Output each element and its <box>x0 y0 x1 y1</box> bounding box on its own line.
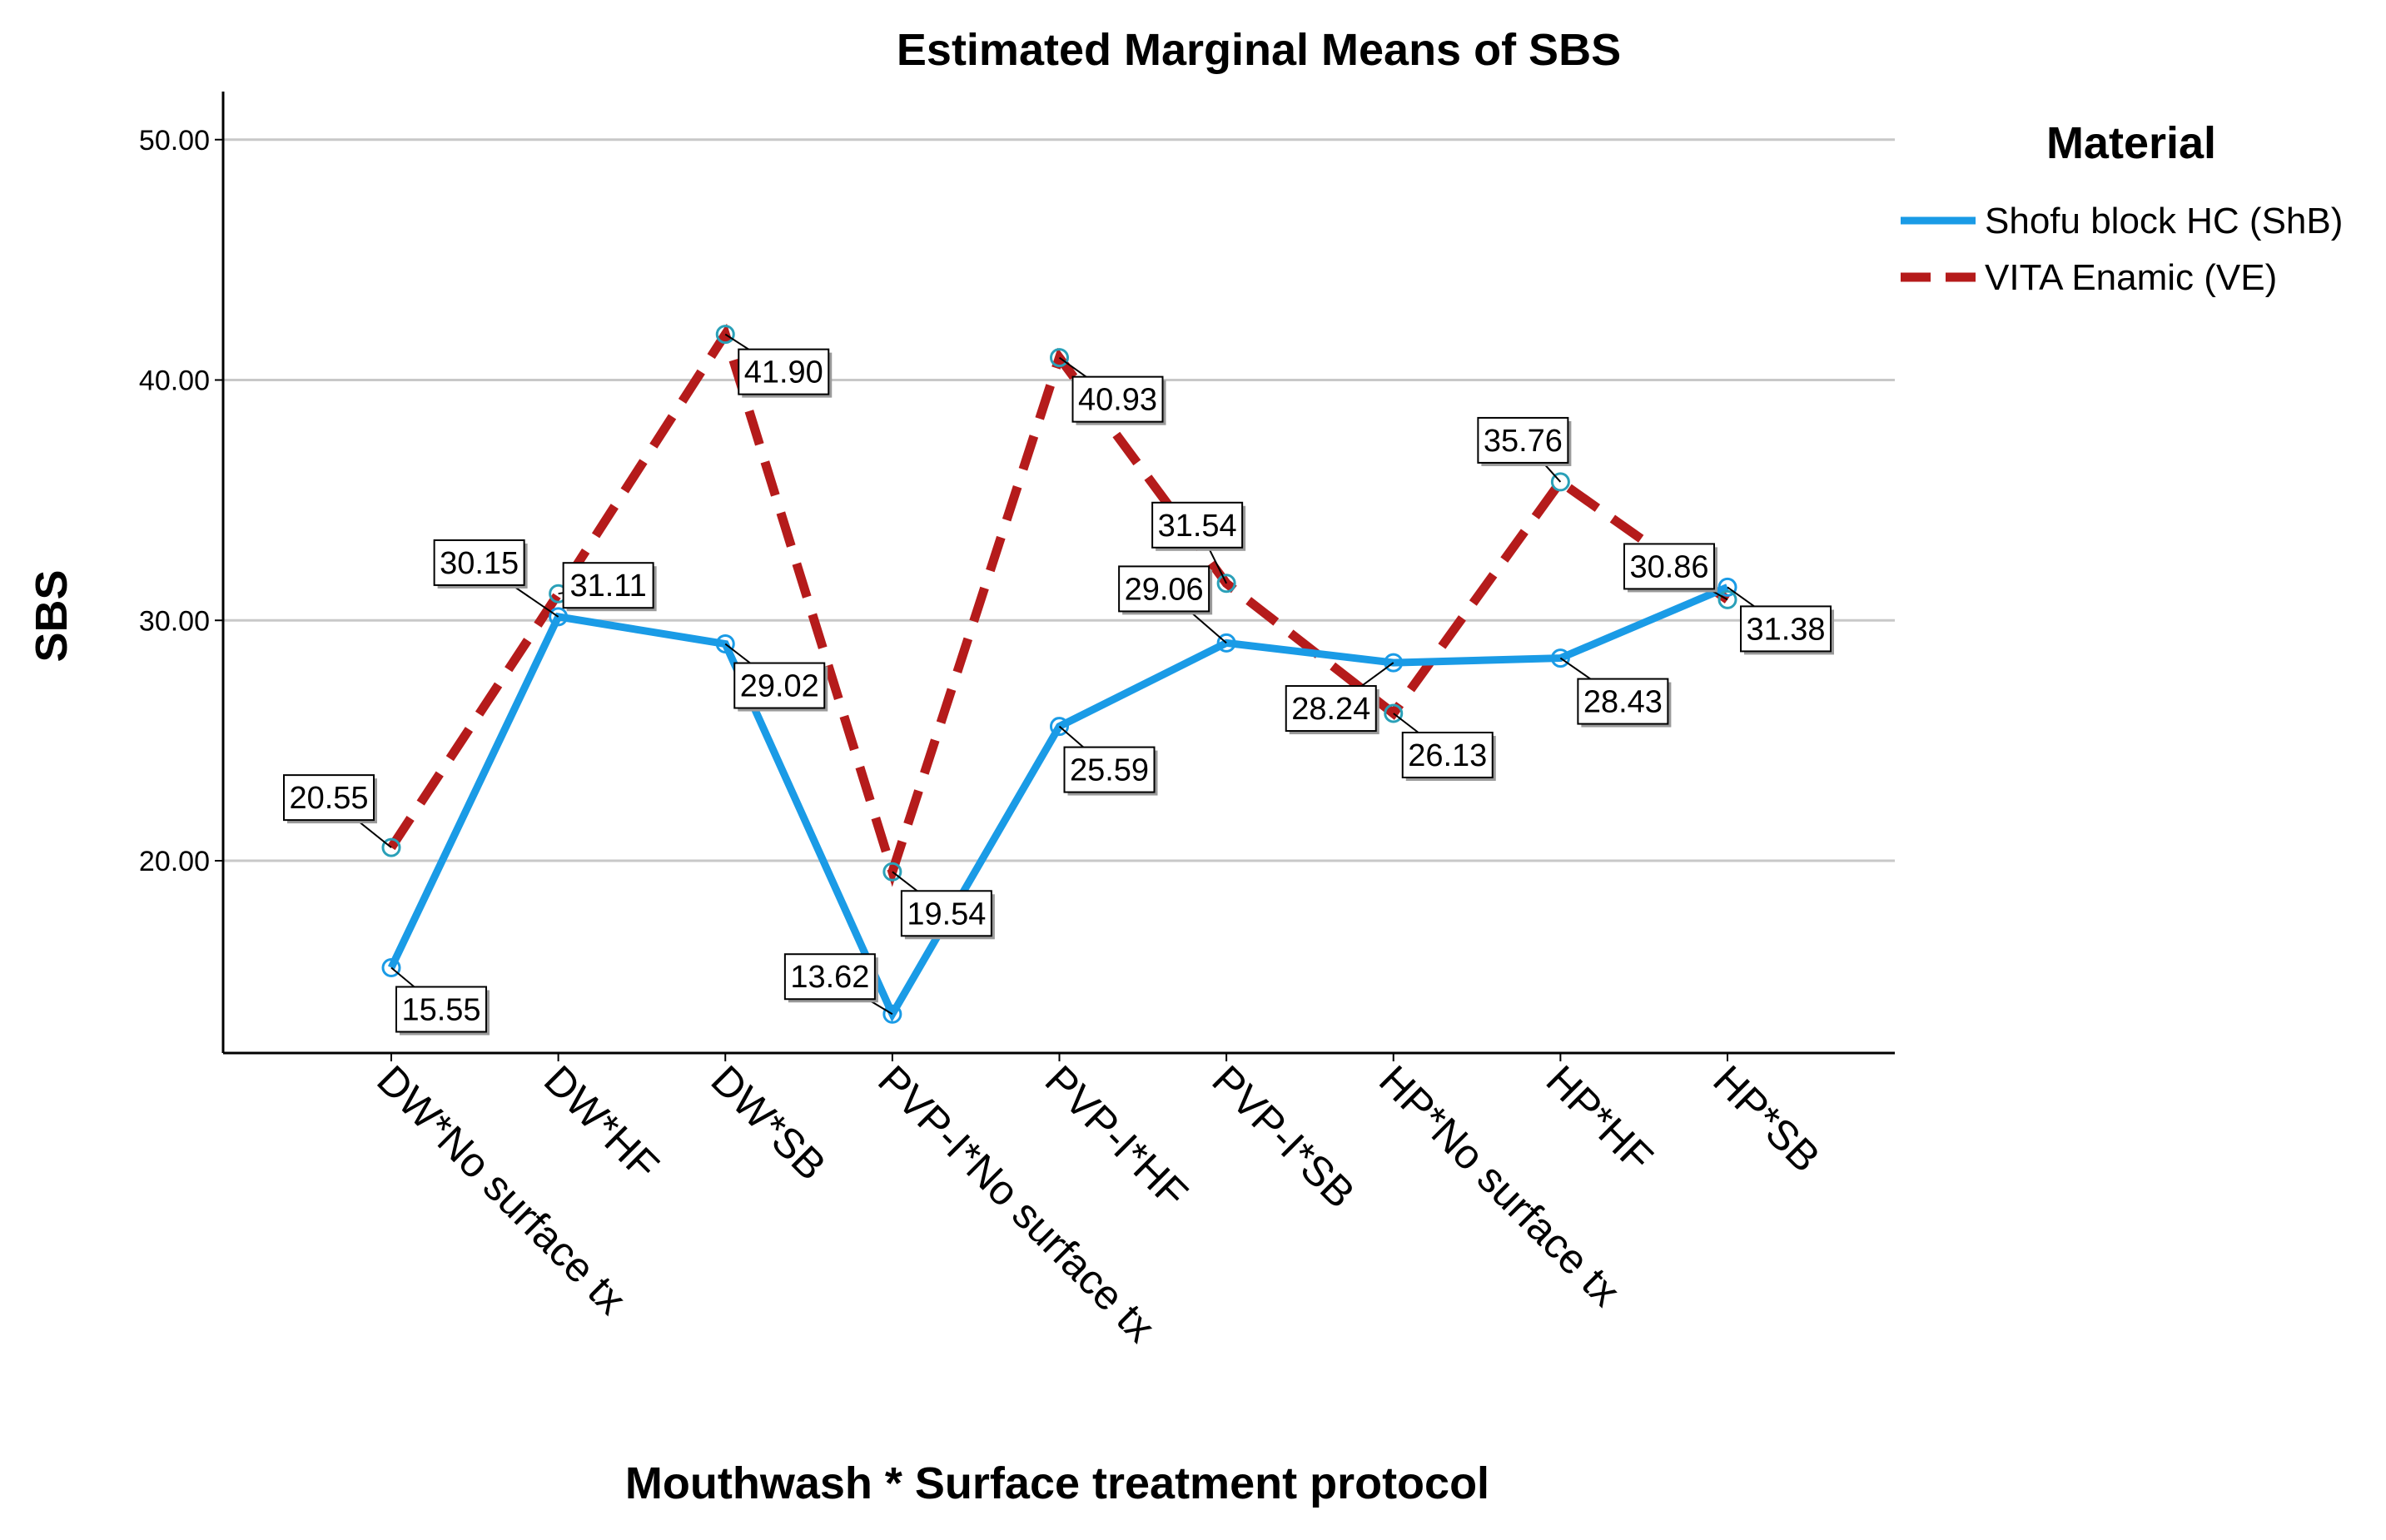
y-tick-label: 50.00 <box>139 125 210 156</box>
data-point-marker <box>549 607 569 627</box>
data-label: 13.62 <box>783 953 893 1016</box>
data-label: 19.54 <box>892 871 995 940</box>
data-label: 31.38 <box>1727 586 1834 655</box>
data-label-text: 35.76 <box>1484 424 1563 459</box>
data-point-marker <box>1384 653 1404 673</box>
y-tick-label: 30.00 <box>139 605 210 637</box>
data-label-box <box>1401 731 1494 778</box>
data-label-text: 41.90 <box>744 355 823 390</box>
data-label-text: 13.62 <box>790 960 869 995</box>
data-point-marker <box>1717 589 1737 609</box>
data-label: 35.76 <box>1477 416 1572 483</box>
data-label: 28.24 <box>1285 662 1394 735</box>
gridlines <box>223 138 1895 862</box>
data-label-box <box>900 890 992 937</box>
data-label-box <box>283 774 375 822</box>
data-label: 29.02 <box>724 643 828 712</box>
data-label-text: 30.86 <box>1629 549 1708 584</box>
data-label-text: 15.55 <box>401 992 480 1027</box>
data-point-marker <box>1717 577 1737 597</box>
data-label: 31.11 <box>558 562 657 612</box>
data-label: 40.93 <box>1058 356 1166 425</box>
data-label-text: 28.24 <box>1291 692 1370 727</box>
legend-items: Shofu block HC (ShB) VITA Enamic (VE) <box>1901 201 2343 298</box>
data-point-marker <box>1550 472 1570 492</box>
data-point-marker <box>1050 348 1069 368</box>
y-tick-labels: 20.00 30.00 40.00 50.00 <box>139 125 210 877</box>
data-point-marker <box>1050 717 1069 737</box>
data-labels: 15.55 30.15 29.02 13.62 25.59 29.06 28.24 28.43… <box>283 333 1834 1036</box>
legend-label-shofu: Shofu block HC (ShB) <box>1985 201 2343 241</box>
data-label-text: 30.15 <box>440 546 519 581</box>
data-label-text: 31.54 <box>1158 509 1237 544</box>
data-point-marker <box>1216 633 1236 653</box>
data-label: 25.59 <box>1058 725 1158 796</box>
data-label-text: 29.02 <box>740 669 819 704</box>
data-label-box <box>1477 416 1569 464</box>
data-label: 41.90 <box>724 333 833 398</box>
data-point-marker <box>882 862 902 882</box>
data-label-box <box>433 539 525 586</box>
data-label-text: 25.59 <box>1070 753 1149 788</box>
data-point-marker <box>1384 703 1404 723</box>
data-label-text: 28.43 <box>1583 685 1663 720</box>
data-label: 26.13 <box>1393 713 1496 781</box>
y-axis-label: SBS <box>27 569 77 662</box>
data-point-marker <box>1550 648 1570 668</box>
data-label-box <box>1623 543 1715 590</box>
data-label-text: 20.55 <box>289 781 368 816</box>
data-point-marker <box>715 634 735 654</box>
y-tick-label: 40.00 <box>139 365 210 397</box>
legend: Material Shofu block HC (ShB) VITA Enamic… <box>1901 118 2343 298</box>
data-label: 30.15 <box>433 539 559 618</box>
data-label-text: 29.06 <box>1125 572 1204 607</box>
data-point-marker <box>381 837 401 857</box>
legend-label-vita: VITA Enamic (VE) <box>1985 257 2277 298</box>
data-label: 20.55 <box>283 774 392 848</box>
data-label-text: 26.13 <box>1408 738 1487 773</box>
data-label-box <box>1285 685 1377 733</box>
data-label-box <box>1118 565 1210 613</box>
data-label: 31.54 <box>1151 501 1246 584</box>
data-label-box <box>562 562 654 609</box>
chart-title: Estimated Marginal Means of SBS <box>897 25 1621 75</box>
data-label: 30.86 <box>1623 543 1728 601</box>
data-label-text: 31.11 <box>569 569 646 604</box>
data-label-box <box>395 986 487 1033</box>
data-label-box <box>783 953 876 1001</box>
data-point-marker <box>1216 574 1236 594</box>
axes <box>215 92 1895 1061</box>
data-label-text: 40.93 <box>1078 383 1157 418</box>
data-label-box <box>738 348 830 395</box>
data-label: 29.06 <box>1118 565 1227 644</box>
data-label-box <box>1151 501 1244 549</box>
data-label-box <box>733 662 826 709</box>
data-label-text: 31.38 <box>1746 612 1825 647</box>
data-point-marker <box>381 957 401 977</box>
x-axis-label: Mouthwash * Surface treatment protocol <box>625 1458 1489 1508</box>
y-tick-label: 20.00 <box>139 846 210 877</box>
legend-title: Material <box>2046 118 2216 168</box>
data-label-box <box>1740 605 1832 653</box>
data-point-marker <box>882 1004 902 1024</box>
data-label: 15.55 <box>390 966 490 1036</box>
data-label-box <box>1577 678 1669 725</box>
data-label-box <box>1071 375 1164 423</box>
data-label-text: 19.54 <box>907 897 986 931</box>
data-label-box <box>1063 746 1156 793</box>
data-label: 28.43 <box>1559 657 1672 728</box>
data-point-marker <box>715 325 735 345</box>
